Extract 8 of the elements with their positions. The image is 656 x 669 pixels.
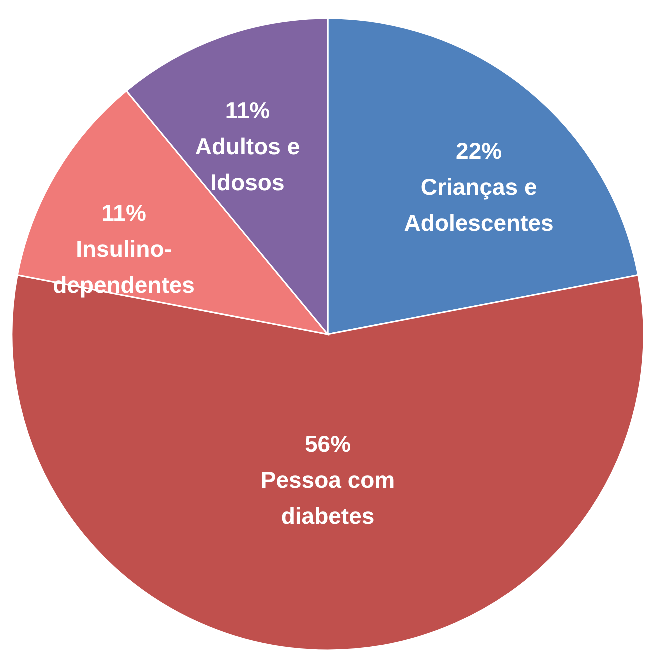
slice-label: Adultos e Idosos: [195, 134, 300, 196]
data-label: 11%: [102, 200, 146, 226]
slice-label: Insulino- dependentes: [53, 236, 195, 298]
data-label: 22%: [456, 138, 502, 164]
data-label: 11%: [225, 98, 270, 124]
data-label: 56%: [304, 431, 352, 458]
slice-label: Pessoa com diabetes: [260, 467, 396, 530]
slice-label: Crianças e Adolescentes: [404, 174, 554, 236]
